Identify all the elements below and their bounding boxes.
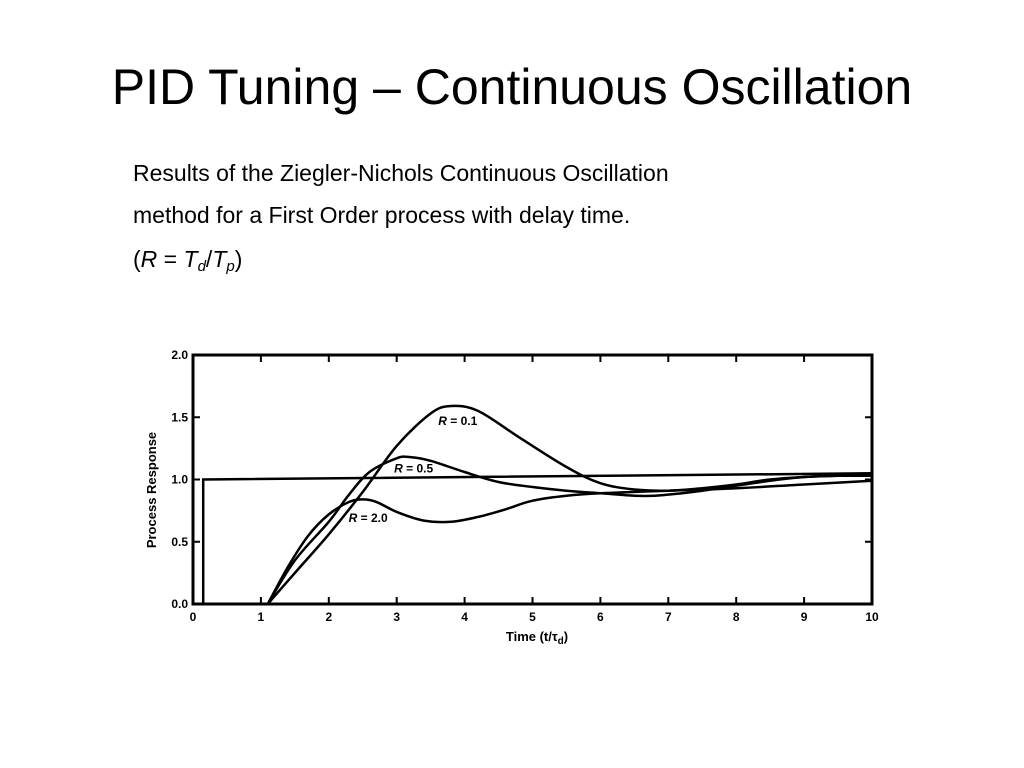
x-tick-label: 6: [597, 610, 604, 624]
formula-r: R: [140, 246, 158, 272]
y-tick-label: 0.0: [171, 597, 188, 611]
y-tick-label: 1.5: [171, 410, 188, 424]
body-line-1: Results of the Ziegler-Nichols Continuou…: [133, 160, 669, 186]
slide-title: PID Tuning – Continuous Oscillation: [111, 59, 913, 115]
y-tick-label: 1.0: [171, 473, 188, 487]
x-tick-label: 9: [801, 610, 808, 624]
y-tick-label: 0.5: [171, 535, 188, 549]
series-line-2: [266, 455, 873, 605]
formula-t-process: T: [212, 246, 227, 272]
y-axis: 0.0 0.5 1.0 1.5 2.0: [171, 348, 872, 611]
series-labels: R = 0.1 R = 0.5 R = 2.0: [349, 414, 478, 525]
series-line-1: [266, 404, 873, 605]
y-tick-label: 2.0: [171, 348, 188, 362]
x-tick-label: 2: [325, 610, 332, 624]
formula-t-process-sub: p: [226, 258, 235, 275]
formula-slash: /: [205, 246, 213, 272]
x-tick-label: 5: [529, 610, 536, 624]
series-label-3: R = 2.0: [349, 511, 388, 525]
x-tick-label: 3: [393, 610, 400, 624]
x-axis: 0 1 2 3 4 5 6 7 8 9 10: [190, 355, 879, 624]
x-axis-title: Time (t/τd): [506, 629, 568, 647]
series-line-3: [266, 479, 873, 605]
x-tick-label: 10: [865, 610, 879, 624]
series-label-2: R = 0.5: [394, 461, 433, 475]
x-tick-label: 7: [665, 610, 672, 624]
formula-close-paren: ): [234, 246, 243, 272]
formula-open-paren: (: [133, 246, 141, 272]
y-axis-title: Process Response: [144, 432, 159, 548]
x-tick-label: 8: [733, 610, 740, 624]
formula-t-delay: T: [183, 246, 198, 272]
x-tick-label: 1: [258, 610, 265, 624]
plot-frame: [191, 353, 874, 606]
setpoint-line: [193, 472, 873, 606]
series-label-1: R = 0.1: [438, 414, 477, 428]
formula-t-delay-sub: d: [197, 258, 206, 275]
ratio-formula: (R = Td/Tp): [133, 238, 893, 280]
slide-body: Results of the Ziegler-Nichols Continuou…: [133, 152, 893, 280]
plot-lines: [193, 404, 873, 606]
x-tick-label: 0: [190, 610, 197, 624]
body-line-2: method for a First Order process with de…: [133, 202, 631, 228]
formula-equals: =: [157, 246, 184, 272]
x-tick-label: 4: [461, 610, 468, 624]
